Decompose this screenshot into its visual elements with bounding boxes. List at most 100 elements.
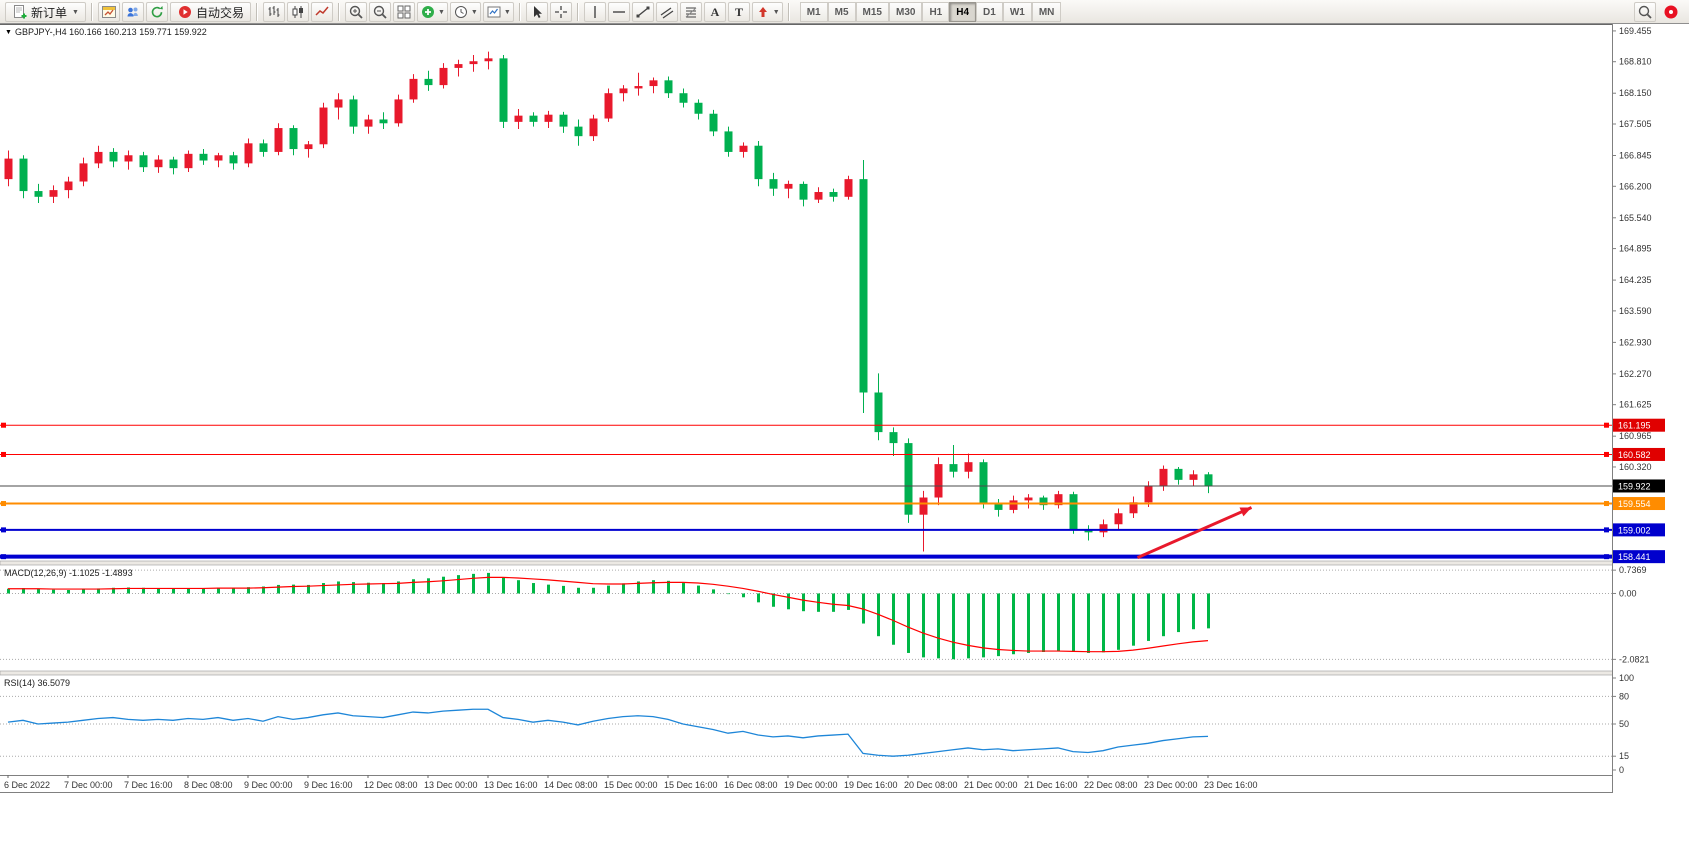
auto-trading-label: 自动交易 [195,5,244,20]
cursor-icon [529,4,545,20]
periods-button[interactable]: ▼ [449,2,481,22]
refresh-button[interactable] [145,2,168,22]
horizontal-line-button[interactable] [607,2,630,22]
zoom-in-button[interactable] [344,2,367,22]
toolbar-separator [787,3,790,21]
new-order-label: 新订单 [31,5,68,20]
horizontal-lines-layer [0,422,1612,560]
auto-trading-icon [177,4,193,20]
refresh-icon [149,4,165,20]
timeframe-mn-button[interactable]: MN [1031,2,1062,22]
trendline-button[interactable] [631,2,654,22]
svg-text:80: 80 [1619,691,1629,701]
svg-text:0.7369: 0.7369 [1619,565,1647,575]
svg-text:158.441: 158.441 [1618,552,1651,562]
channel-button[interactable] [655,2,678,22]
svg-text:159.554: 159.554 [1618,499,1651,509]
svg-text:160.582: 160.582 [1618,450,1651,460]
timeframe-h1-button[interactable]: H1 [922,2,950,22]
trendline-icon [635,4,651,20]
chevron-down-icon: ▼ [437,8,445,16]
timeframe-m30-button[interactable]: M30 [888,2,923,22]
timeframe-bar: M1 M5 M15 M30 H1 H4 D1 W1 MN [799,2,1062,22]
svg-text:162.930: 162.930 [1619,337,1652,347]
chevron-down-icon: ▼ [772,8,780,16]
fibonacci-button[interactable] [679,2,702,22]
fibonacci-icon [683,4,699,20]
svg-text:162.270: 162.270 [1619,369,1652,379]
bar-chart-button[interactable] [262,2,285,22]
svg-text:12 Dec 08:00: 12 Dec 08:00 [364,780,418,790]
svg-text:15 Dec 16:00: 15 Dec 16:00 [664,780,718,790]
search-icon [1637,4,1653,20]
templates-button[interactable]: ▼ [482,2,514,22]
profiles-icon [125,4,141,20]
svg-text:160.965: 160.965 [1619,431,1652,441]
time-axis: 6 Dec 2022 7 Dec 00:00 7 Dec 16:00 8 Dec 08… [4,775,1258,790]
svg-text:0: 0 [1619,765,1624,775]
candlestick-layer [4,51,1213,552]
toolbar-separator [576,3,579,21]
auto-trading-button[interactable]: 自动交易 [169,2,251,22]
svg-text:164.895: 164.895 [1619,244,1652,254]
cursor-button[interactable] [525,2,548,22]
svg-text:161.625: 161.625 [1619,400,1652,410]
label-button[interactable]: T [727,2,750,22]
svg-text:21 Dec 16:00: 21 Dec 16:00 [1024,780,1078,790]
template-chart-icon [486,4,502,20]
chart-canvas[interactable]: 169.455 168.810 168.150 167.505 166.845 166.2… [0,24,1689,793]
arrows-button[interactable]: ▼ [751,2,783,22]
new-order-icon [12,4,28,20]
profiles-button[interactable] [121,2,144,22]
svg-text:0.00: 0.00 [1619,588,1637,598]
chart-area: 169.455 168.810 168.150 167.505 166.845 166.2… [0,24,1689,857]
toolbar-separator [337,3,340,21]
toolbar-right-icons [1633,2,1685,22]
text-button[interactable]: A [703,2,726,22]
chevron-down-icon: ▼ [503,8,511,16]
price-tags: 161.195 160.582 159.922 159.554 159.002 158.4… [1613,418,1665,564]
svg-text:13 Dec 16:00: 13 Dec 16:00 [484,780,538,790]
charts-button[interactable] [97,2,120,22]
timeframe-d1-button[interactable]: D1 [976,2,1003,22]
crosshair-icon [553,4,569,20]
new-order-button[interactable]: 新订单 ▼ [5,2,86,22]
svg-text:169.455: 169.455 [1619,26,1652,36]
line-chart-button[interactable] [310,2,333,22]
svg-text:20 Dec 08:00: 20 Dec 08:00 [904,780,958,790]
vertical-line-icon [587,4,603,20]
svg-text:7 Dec 16:00: 7 Dec 16:00 [124,780,173,790]
svg-text:161.195: 161.195 [1618,421,1651,431]
svg-text:16 Dec 08:00: 16 Dec 08:00 [724,780,778,790]
timeframe-m15-button[interactable]: M15 [855,2,889,22]
tile-windows-icon [396,4,412,20]
svg-text:15 Dec 00:00: 15 Dec 00:00 [604,780,658,790]
svg-text:166.200: 166.200 [1619,181,1652,191]
line-chart-icon [314,4,330,20]
timeframe-m5-button[interactable]: M5 [827,2,856,22]
svg-text:168.150: 168.150 [1619,88,1652,98]
rsi-pane [0,695,1612,757]
zoom-in-icon [348,4,364,20]
zoom-out-button[interactable] [368,2,391,22]
tile-windows-button[interactable] [392,2,415,22]
vertical-line-button[interactable] [583,2,606,22]
crosshair-button[interactable] [549,2,572,22]
notification-icon[interactable] [1663,4,1679,20]
horizontal-line-icon [611,4,627,20]
bar-chart-icon [266,4,282,20]
text-icon: A [707,4,723,20]
timeframe-w1-button[interactable]: W1 [1002,2,1032,22]
svg-text:19 Dec 16:00: 19 Dec 16:00 [844,780,898,790]
svg-text:6 Dec 2022: 6 Dec 2022 [4,780,50,790]
svg-text:9 Dec 16:00: 9 Dec 16:00 [304,780,353,790]
price-axis: 169.455 168.810 168.150 167.505 166.845 166.2… [1612,24,1689,793]
svg-text:160.320: 160.320 [1619,462,1652,472]
indicators-button[interactable]: ▼ [416,2,448,22]
timeframe-m1-button[interactable]: M1 [799,2,828,22]
search-button[interactable] [1634,2,1656,22]
candlestick-button[interactable] [286,2,309,22]
timeframe-h4-button[interactable]: H4 [949,2,977,22]
toolbar: 新订单 ▼ 自动交易 [0,0,1689,24]
macd-pane [0,569,1612,660]
